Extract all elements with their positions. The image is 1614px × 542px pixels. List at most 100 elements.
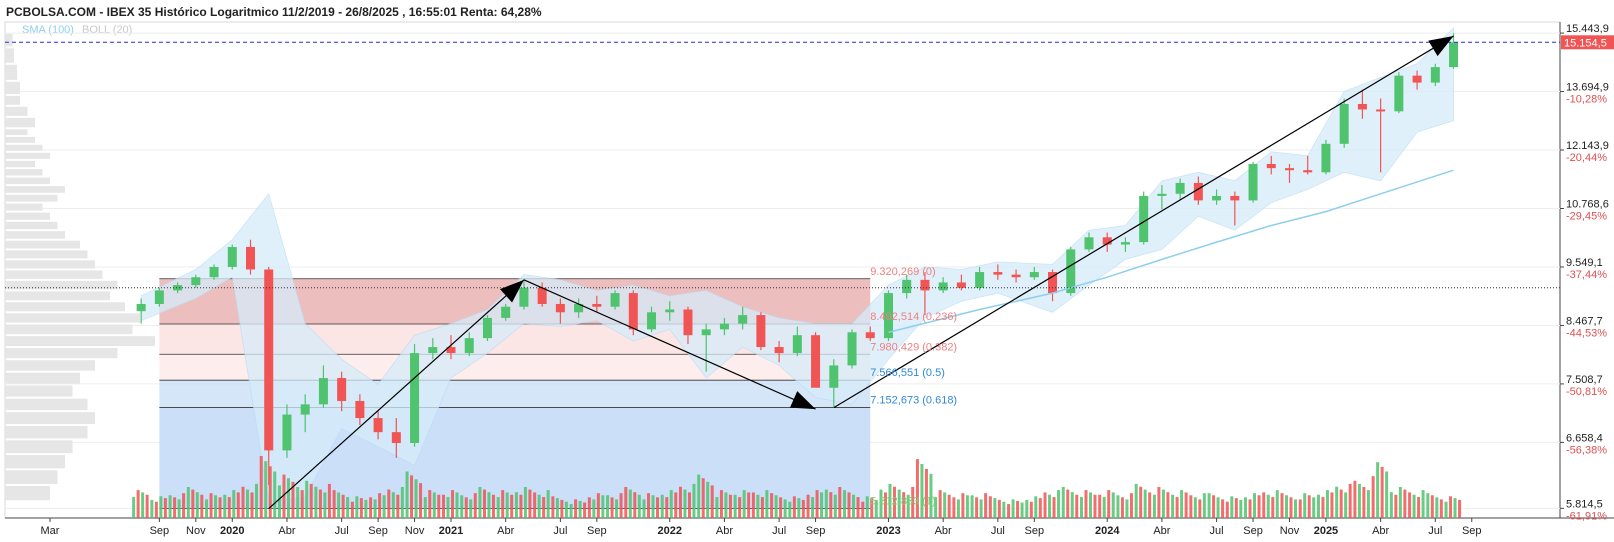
volume-profile-bar [5,270,103,279]
legend-sma[interactable]: SMA (100) [22,24,74,36]
candle-body [1011,274,1021,278]
candle-body [227,246,237,267]
candle-body [1084,237,1094,250]
volume-bar [1380,466,1384,518]
volume-bar [1079,497,1083,518]
candle-body [501,306,511,318]
candle-body [956,282,966,288]
sma-line [888,169,1454,334]
volume-bar [765,490,769,518]
volume-bar [551,496,555,518]
volume-bar [783,499,787,518]
y-tick-pct: -37,44% [1566,269,1607,281]
volume-bar [1325,490,1329,518]
volume-bar [943,492,947,518]
candle-body [300,404,310,415]
volume-bar [1262,492,1266,518]
volume-bar [965,495,969,518]
volume-bar [1385,471,1389,518]
volume-bar [1038,498,1042,518]
volume-bar [341,494,345,518]
volume-bar [1426,493,1430,518]
y-tick-label: 6.658,4 [1566,432,1603,444]
volume-bar [824,489,828,518]
volume-bar [1207,493,1211,518]
candle-body [191,277,201,286]
volume-bar [1280,493,1284,518]
volume-bar [1193,497,1197,518]
x-tick-label: Jul [553,525,567,537]
volume-bar [159,496,163,518]
volume-bar [455,492,459,518]
volume-bar [811,497,815,518]
trend-arrow-head [500,279,524,303]
volume-profile-bar [5,231,65,239]
legend-boll[interactable]: BOLL (20) [82,24,132,36]
volume-profile-bar [5,160,35,168]
volume-profile-bar [5,186,65,193]
volume-bar [1271,497,1275,518]
volume-bar [715,497,719,518]
candle-body [1212,195,1222,201]
volume-bar [1157,487,1161,518]
candle-body [1048,272,1058,294]
y-tick-pct: -56,38% [1566,444,1607,456]
trend-arrow-head [789,391,816,410]
volume-bar [888,483,892,518]
volume-bar [510,494,514,518]
volume-bar [1180,490,1184,518]
volume-bar [182,493,186,518]
volume-profile-bar [5,470,58,485]
volume-bar [701,478,705,518]
volume-bar [1098,494,1102,518]
volume-bar [687,492,691,518]
volume-bar [1221,499,1225,518]
fib-level-label: 7.152,673 (0.618) [870,395,957,407]
volume-profile-bar [5,212,50,220]
x-tick-label: 2020 [220,525,244,537]
volume-bar [1048,494,1052,518]
volume-bar [1412,494,1416,518]
volume-profile-bar [5,136,35,143]
candle-body [318,378,328,405]
candle-body [1029,272,1039,278]
volume-bar [1057,490,1061,518]
volume-bar [410,475,414,518]
candle-body [154,290,164,304]
volume-bar [1253,493,1257,518]
volume-bar [255,483,259,518]
volume-bar [186,487,190,518]
volume-bar [1198,499,1202,518]
volume-bar [1321,497,1325,518]
volume-profile-bar [5,203,43,211]
volume-bar [528,489,532,518]
volume-bar [838,487,842,518]
volume-bar [277,485,281,518]
volume-bar [282,474,286,518]
volume-bar [911,487,915,518]
volume-bar [560,499,564,518]
volume-profile-bar [5,385,73,397]
volume-bar [683,489,687,518]
volume-bar [1107,490,1111,518]
volume-bar [610,497,614,518]
volume-bar [1449,496,1453,518]
volume-bar [478,487,482,518]
volume-bar [1230,496,1234,518]
candle-body [829,365,839,388]
volume-bar [305,480,309,518]
volume-bar [1257,495,1261,518]
volume-bar [1330,492,1334,518]
volume-bar [756,494,760,518]
volume-profile-bar [5,412,95,425]
x-tick-label: Sep [1025,525,1045,537]
candle-body [1339,103,1349,144]
candle-body [993,272,1003,275]
last-price-marker: 15.154,5 [1561,35,1614,50]
volume-bar [1453,498,1457,518]
volume-bar [574,499,578,518]
candle-body [883,293,893,339]
volume-bar [1025,499,1029,518]
volume-bar [141,492,145,518]
volume-bar [1016,500,1020,518]
